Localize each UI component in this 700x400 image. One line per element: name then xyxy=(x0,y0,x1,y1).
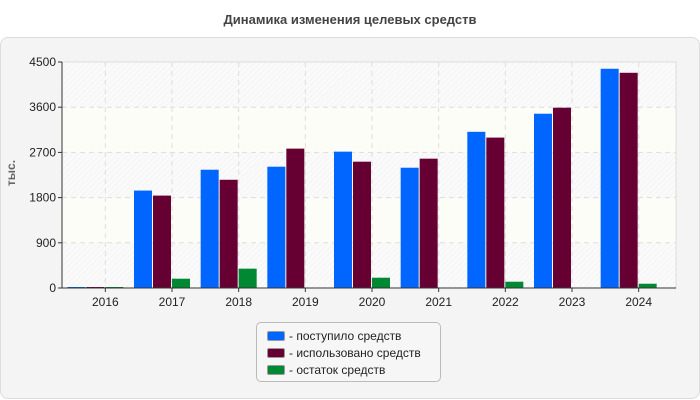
y-tick-label: 1800 xyxy=(29,191,56,205)
legend: - поступило средств - использовано средс… xyxy=(256,322,441,382)
bar-2023-1 xyxy=(553,107,571,288)
x-tick-label: 2024 xyxy=(625,295,652,309)
bar-2018-0 xyxy=(200,169,219,288)
bar-2024-1 xyxy=(619,72,638,288)
x-tick-label: 2018 xyxy=(225,295,252,309)
legend-label: - остаток средств xyxy=(289,362,386,377)
bar-2018-1 xyxy=(219,179,238,288)
bar-2022-2 xyxy=(505,281,524,288)
x-tick-label: 2023 xyxy=(559,295,586,309)
bar-2016-0 xyxy=(67,286,86,288)
chart-title: Динамика изменения целевых средств xyxy=(223,12,477,27)
bar-2017-1 xyxy=(153,195,171,288)
x-tick-label: 2021 xyxy=(425,295,452,309)
bar-2020-1 xyxy=(353,161,371,288)
x-tick-label: 2019 xyxy=(292,295,319,309)
bar-2020-2 xyxy=(372,277,390,288)
x-tick-label: 2017 xyxy=(159,295,186,309)
legend-item-balance: - остаток средств xyxy=(267,361,440,378)
bar-2019-0 xyxy=(267,166,286,288)
legend-swatch xyxy=(267,347,285,358)
bar-2021-1 xyxy=(419,158,438,288)
bar-2018-2 xyxy=(238,268,257,288)
bar-2019-1 xyxy=(286,148,305,288)
legend-swatch xyxy=(267,364,285,375)
plot-band xyxy=(62,107,676,153)
y-axis-label: тыс. xyxy=(4,159,19,187)
bar-2022-0 xyxy=(467,131,486,288)
x-tick-label: 2022 xyxy=(492,295,519,309)
x-tick-label: 2020 xyxy=(359,295,386,309)
bar-2020-0 xyxy=(334,151,352,288)
legend-item-received: - поступило средств xyxy=(267,327,440,344)
legend-label: - поступило средств xyxy=(289,328,402,343)
bar-2017-0 xyxy=(134,190,152,288)
y-tick-label: 4500 xyxy=(29,55,56,69)
legend-label: - использовано средств xyxy=(289,345,421,360)
legend-item-used: - использовано средств xyxy=(267,344,440,361)
bar-2016-1 xyxy=(86,286,105,288)
y-tick-label: 3600 xyxy=(29,100,56,114)
y-tick-label: 0 xyxy=(49,281,56,295)
bar-2016-2 xyxy=(105,286,124,288)
bar-2017-2 xyxy=(172,278,190,288)
bar-2024-0 xyxy=(600,68,619,288)
legend-swatch xyxy=(267,330,285,341)
x-tick-label: 2016 xyxy=(92,295,119,309)
y-tick-label: 900 xyxy=(36,236,56,250)
bar-2024-2 xyxy=(638,283,657,288)
bar-2021-0 xyxy=(400,167,419,288)
bar-2022-1 xyxy=(486,137,505,288)
bar-2023-0 xyxy=(534,113,552,289)
y-tick-label: 2700 xyxy=(29,145,56,159)
